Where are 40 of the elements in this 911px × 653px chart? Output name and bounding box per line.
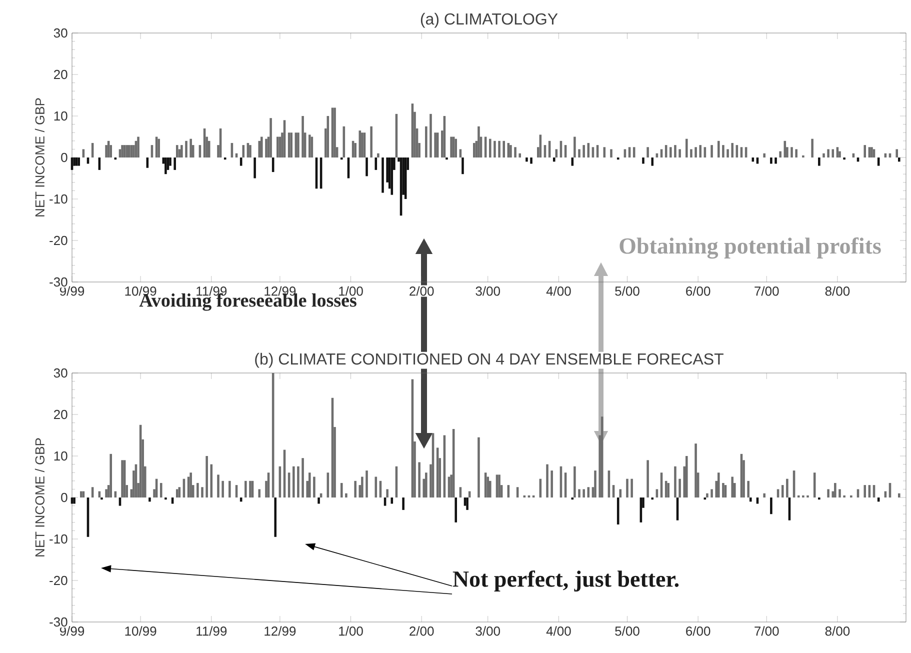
x-tick-label: 10/99 [125, 626, 156, 636]
y-tick-label: -20 [50, 236, 68, 246]
y-tick-label: -10 [50, 534, 68, 544]
x-tick-label: 11/99 [196, 626, 227, 636]
x-tick-label: 6/00 [686, 286, 710, 296]
y-tick-label: 10 [54, 111, 68, 121]
x-tick-label: 3/00 [476, 286, 500, 296]
x-tick-label: 8/00 [825, 626, 850, 636]
y-axis-title: NET INCOME / GBP [34, 98, 44, 216]
annotation: Obtaining potential profits [620, 237, 881, 259]
x-tick-label: 5/00 [615, 286, 640, 296]
x-tick-label: 4/00 [546, 626, 571, 636]
x-tick-label: 7/00 [754, 626, 779, 636]
y-axis-title: NET INCOME / GBP [34, 438, 44, 556]
x-tick-label: 2/00 [410, 626, 434, 636]
x-tick-label: 7/00 [754, 286, 779, 296]
x-tick-label: 2/00 [410, 286, 434, 296]
x-tick-label: 4/00 [546, 286, 571, 296]
x-tick-label: 1/00 [339, 626, 363, 636]
y-tick-label: -30 [50, 617, 68, 627]
chart-title: (a) CLIMATOLOGY [420, 12, 558, 28]
y-tick-label: 0 [61, 492, 68, 502]
x-tick-label: 12/99 [264, 626, 296, 636]
chart-title: (b) CLIMATE CONDITIONED ON 4 DAY ENSEMBLE FORECAST [255, 352, 724, 368]
y-tick-label: -20 [50, 576, 68, 586]
y-tick-label: 0 [61, 152, 68, 162]
y-tick-label: 30 [54, 368, 68, 378]
x-tick-label: 6/00 [686, 626, 710, 636]
y-tick-label: 20 [54, 410, 68, 420]
annotation: Not perfect, just better. [452, 570, 679, 592]
y-tick-label: -10 [50, 194, 68, 204]
y-tick-label: 10 [54, 451, 68, 461]
y-tick-label: 20 [54, 70, 68, 80]
x-tick-label: 8/00 [825, 286, 850, 296]
x-tick-label: 5/00 [615, 626, 640, 636]
y-tick-label: 30 [54, 28, 68, 38]
y-tick-label: -30 [50, 277, 68, 287]
x-tick-label: 9/99 [60, 286, 84, 296]
x-tick-label: 9/99 [60, 626, 84, 636]
x-tick-label: 3/00 [476, 626, 500, 636]
